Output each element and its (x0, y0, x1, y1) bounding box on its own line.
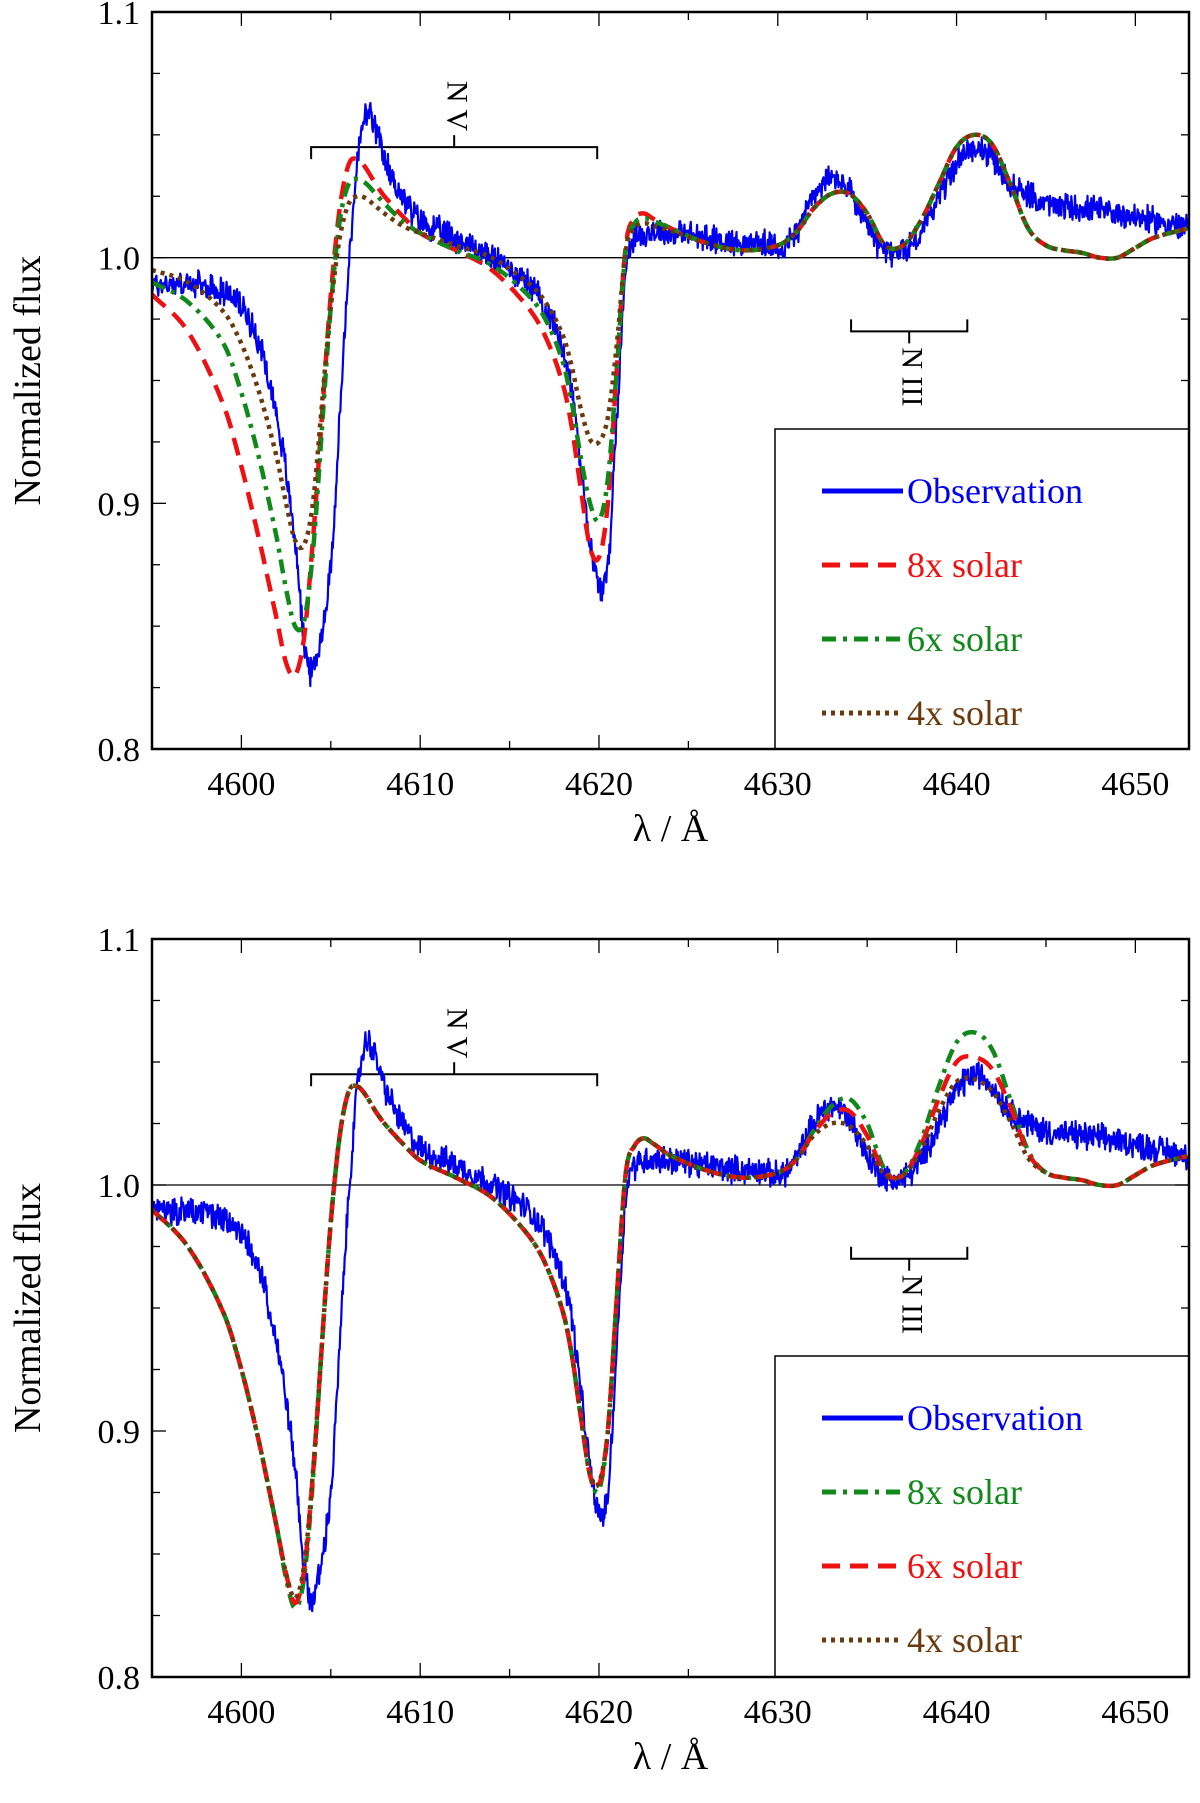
y-tick-label: 0.8 (98, 1660, 141, 1697)
x-axis-label: λ / Å (633, 1736, 709, 1778)
x-tick-label: 4620 (565, 1694, 633, 1731)
legend-label-observation: Observation (907, 1398, 1083, 1438)
legend-label-6x-solar: 6x solar (907, 619, 1022, 659)
top-spectrum-panel: 4600 4610 4620 4630 4640 4650 0.8 0.9 1.0 1.1 λ / … (7, 0, 1191, 850)
line-id-label-n-v: N V (440, 81, 473, 132)
x-tick-label: 4600 (207, 766, 275, 803)
plot-frame (150, 10, 1191, 751)
legend-box (774, 428, 1190, 750)
legend-label-6x-solar: 6x solar (907, 1546, 1022, 1586)
line-id-label-n-iii: N III (895, 1275, 928, 1334)
line-id-bracket-n-iii (850, 1246, 969, 1271)
legend-label-4x-solar: 4x solar (907, 1620, 1022, 1660)
x-tick-label: 4650 (1101, 766, 1169, 803)
y-tick-label: 0.8 (98, 732, 141, 769)
line-id-bracket-n-v (310, 135, 599, 160)
series-line-6x-solar (152, 1054, 1188, 1606)
x-tick-label: 4650 (1101, 1694, 1169, 1731)
plot-frame (150, 937, 1191, 1679)
y-tick-label: 0.9 (98, 486, 141, 523)
y-tick-label: 0.9 (98, 1414, 141, 1451)
x-tick-label: 4610 (386, 1694, 454, 1731)
series-line-6x-solar (152, 132, 1188, 633)
x-axis-label: λ / Å (633, 808, 709, 850)
legend-label-8x-solar: 8x solar (907, 545, 1022, 585)
x-tick-label: 4610 (386, 766, 454, 803)
line-id-label-n-iii: N III (895, 347, 928, 406)
y-tick-label: 1.0 (98, 1168, 141, 1205)
x-tick-label: 4640 (923, 1694, 991, 1731)
line-id-bracket-n-v (310, 1062, 599, 1087)
y-tick-label: 1.1 (98, 0, 141, 32)
x-tick-label: 4640 (923, 766, 991, 803)
legend-label-4x-solar: 4x solar (907, 693, 1022, 733)
plot-series-group (152, 101, 1189, 688)
line-id-bracket-n-iii (850, 319, 969, 344)
legend-label-observation: Observation (907, 471, 1083, 511)
y-tick-label: 1.0 (98, 241, 141, 278)
x-tick-label: 4600 (207, 1694, 275, 1731)
y-axis-label: Normalized flux (7, 255, 49, 505)
legend-label-8x-solar: 8x solar (907, 1472, 1022, 1512)
x-tick-label: 4620 (565, 766, 633, 803)
y-axis-label: Normalized flux (7, 1183, 49, 1433)
line-id-label-n-v: N V (440, 1008, 473, 1059)
series-line-4x-solar (152, 1075, 1188, 1601)
plot-series-group (152, 1029, 1189, 1613)
x-tick-label: 4630 (744, 1694, 812, 1731)
bottom-spectrum-panel: 4600 4610 4620 4630 4640 4650 0.8 0.9 1.0 1.1 λ / … (7, 922, 1191, 1778)
x-tick-label: 4630 (744, 766, 812, 803)
y-tick-label: 1.1 (98, 922, 141, 959)
